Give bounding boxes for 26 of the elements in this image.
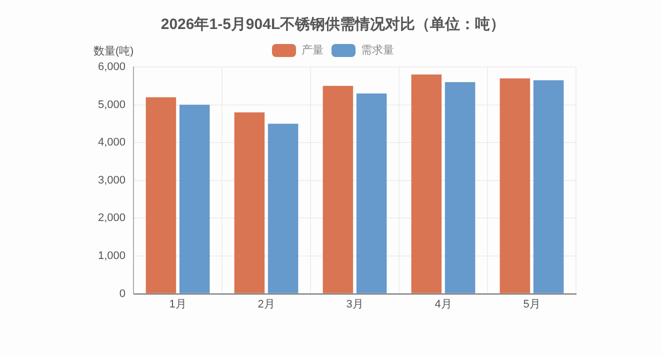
bar bbox=[146, 97, 176, 294]
chart-title: 2026年1-5月904L不锈钢供需情况对比（单位：吨） bbox=[160, 16, 506, 34]
bar bbox=[444, 82, 476, 294]
legend-label: 需求量 bbox=[361, 44, 394, 57]
bar bbox=[533, 80, 564, 294]
y-tick-label: 5,000 bbox=[98, 98, 126, 111]
y-tick-label: 1,000 bbox=[98, 250, 126, 262]
bar bbox=[179, 104, 210, 294]
bar bbox=[500, 78, 530, 294]
bar bbox=[356, 93, 387, 294]
bar bbox=[234, 112, 265, 294]
y-tick-label: 0 bbox=[119, 288, 126, 300]
x-tick-label: 1月 bbox=[169, 298, 186, 310]
x-tick-label: 2月 bbox=[258, 298, 275, 310]
y-tick-label: 4,000 bbox=[98, 136, 126, 149]
x-tick-label: 5月 bbox=[523, 298, 540, 310]
y-tick-label: 3,000 bbox=[98, 174, 126, 186]
x-tick-label: 3月 bbox=[346, 298, 364, 310]
x-tick-label: 4月 bbox=[434, 298, 452, 310]
y-axis-title: 数量(吨) bbox=[93, 44, 134, 58]
y-tick-label: 2,000 bbox=[98, 212, 126, 224]
bar bbox=[268, 124, 298, 294]
bar bbox=[411, 74, 442, 294]
bar bbox=[322, 86, 354, 294]
legend-label: 产量 bbox=[302, 44, 324, 57]
y-tick-label: 6,000 bbox=[98, 61, 126, 74]
